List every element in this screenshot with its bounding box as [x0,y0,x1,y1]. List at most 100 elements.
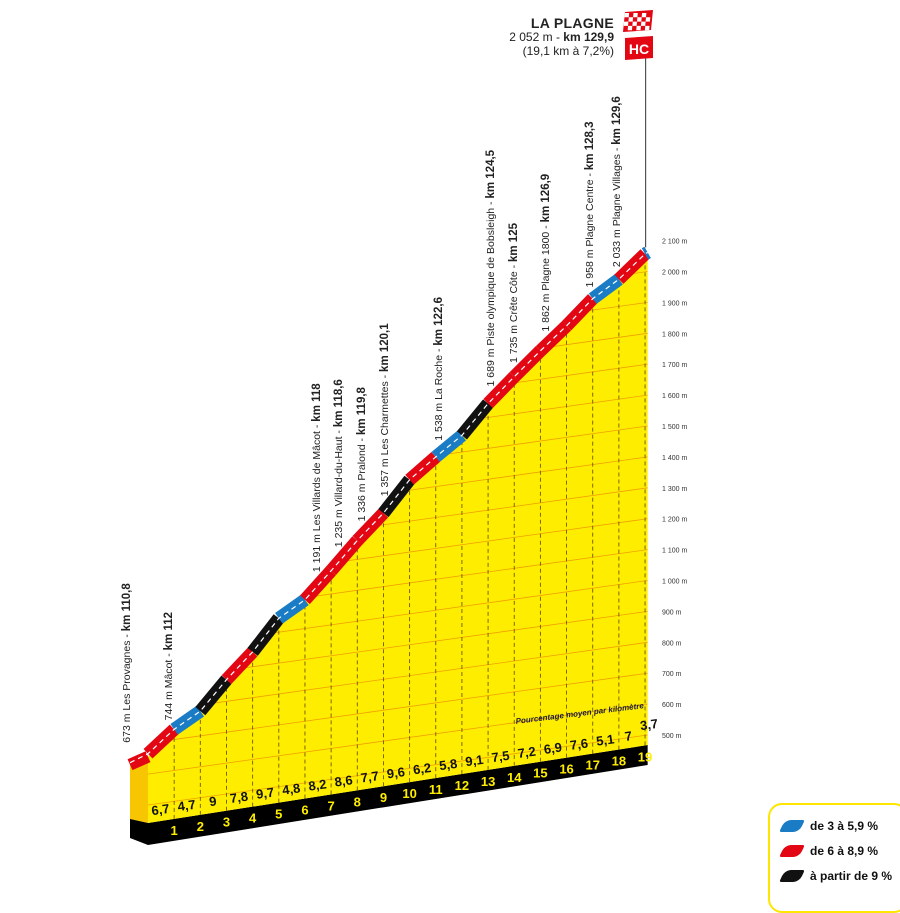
legend-item-black: à partir de 9 % [779,869,893,883]
gradient-label: 7 [624,728,633,744]
flag-check [645,17,651,22]
km-label: 16 [559,762,573,777]
gradient-label: 9 [208,793,217,809]
waypoint-label: 1 735 m Crête Côte - km 125 [508,222,520,363]
waypoint-label: 1 538 m La Roche - km 122,6 [433,297,445,441]
black-swatch-icon [779,870,805,882]
y-tick-label: 1 700 m [662,362,687,369]
legend: de 3 à 5,9 % de 6 à 8,9 % à partir de 9 … [768,803,900,913]
waypoint-label: 1 235 m Villard-du-Haut - km 118,6 [333,379,345,547]
waypoint-name: 673 m Les Provagnes - [121,631,133,742]
waypoint-km: km 118,6 [333,379,345,427]
waypoint-label: 1 191 m Les Villards de Mâcot - km 118 [311,383,323,572]
ribbon-centerline [129,251,648,764]
gradient-label: 4,8 [281,780,301,797]
hc-text: HC [629,41,649,57]
km-label: 18 [612,753,626,768]
waypoint-km: km 126,9 [540,174,552,223]
y-tick-label: 900 m [662,609,682,616]
y-tick-label: 800 m [662,640,682,647]
flag-check [641,13,647,18]
profile-side-face [130,756,148,823]
gradient-label: 9,7 [255,784,275,801]
km-label: 3 [223,815,230,830]
flag-check [628,17,634,22]
y-tick-label: 1 400 m [662,455,687,462]
flag-check [632,21,638,26]
legend-item-red: de 6 à 8,9 % [779,844,879,858]
flag-check [624,13,630,18]
y-tick-label: 2 000 m [662,270,687,277]
gradient-label: 7,7 [360,768,380,785]
waypoint-name: 1 357 m Les Charmettes - [379,372,391,496]
waypoint-name: 1 191 m Les Villards de Mâcot - [311,422,323,572]
flag-check [644,25,650,31]
y-tick-label: 1 200 m [662,517,687,524]
waypoint-km: km 120,1 [379,323,391,372]
legend-label: de 3 à 5,9 % [810,819,879,833]
blue-swatch-icon [779,820,805,832]
flag-check [637,17,642,22]
gradient-label: 4,7 [177,797,197,814]
waypoint-label: 1 336 m Pralond - km 119,8 [356,386,368,521]
km-label: 1 [171,823,178,838]
waypoint-km: km 112 [163,612,175,650]
summit-altitude: 2 052 m - [509,30,564,44]
summit-altitude-km: 2 052 m - km 129,9 [509,30,614,44]
km-label: 17 [585,758,599,773]
legend-label: de 6 à 8,9 % [810,844,879,858]
km-label: 5 [275,807,282,822]
waypoint-name: 1 538 m La Roche - [433,346,445,441]
km-label: 7 [328,798,335,813]
waypoint-label: 744 m Mâcot - km 112 [163,612,175,720]
gradient-label: 7,6 [569,735,589,752]
flag-check [627,25,633,31]
waypoint-km: km 122,6 [433,297,445,346]
waypoint-km: km 119,8 [356,386,368,435]
summit-name: LA PLAGNE [530,15,614,31]
summit-info: LA PLAGNE 2 052 m - km 129,9 (19,1 km à … [509,16,614,58]
gradient-label: 7,5 [491,748,511,765]
y-tick-label: 1 500 m [662,424,687,431]
gradient-label: 5,8 [438,756,458,773]
waypoint-name: 1 862 m Plagne 1800 - [540,222,552,331]
y-tick-label: 600 m [662,702,682,709]
hc-category-icon: HC [625,36,653,60]
waypoint-label: 1 958 m Plagne Centre - km 128,3 [584,122,596,288]
gradient-label: 7,8 [229,789,249,806]
legend-item-blue: de 3 à 5,9 % [779,819,879,833]
gradient-label: 8,6 [334,772,354,789]
waypoint-name: 1 235 m Villard-du-Haut - [333,427,345,547]
gradient-label: 6,9 [543,740,563,757]
gradient-label: 8,2 [307,776,327,793]
waypoint-label: 673 m Les Provagnes - km 110,8 [121,583,133,743]
km-label: 12 [455,778,469,793]
km-label: 15 [533,766,547,781]
y-tick-label: 700 m [662,671,682,678]
gradient-label: 7,2 [517,744,537,761]
legend-label: à partir de 9 % [810,869,893,883]
km-label: 9 [380,790,387,805]
red-swatch-icon [779,845,805,857]
hc-bg [625,36,653,60]
gradient-label: 9,6 [386,764,406,781]
waypoint-km: km 124,5 [485,149,497,198]
y-tick-label: 1 100 m [662,548,687,555]
waypoint-name: 1 689 m Piste olympique de Bobsleigh - [485,199,497,387]
y-tick-label: 500 m [662,733,682,740]
km-label: 6 [301,802,308,817]
waypoint-label: 1 862 m Plagne 1800 - km 126,9 [540,174,552,332]
km-label: 19 [638,749,652,764]
ribbon-segment [127,751,151,771]
km-label: 2 [197,819,204,834]
km-label: 11 [429,782,443,797]
waypoint-km: km 125 [508,222,520,262]
elevation-gridline [148,641,648,713]
y-tick-label: 1 900 m [662,300,687,307]
km-label: 13 [481,774,495,789]
km-label: 4 [249,811,257,826]
gradient-label: 5,1 [595,731,615,748]
waypoint-label: 1 357 m Les Charmettes - km 120,1 [379,323,391,497]
waypoint-km: km 128,3 [584,122,596,171]
